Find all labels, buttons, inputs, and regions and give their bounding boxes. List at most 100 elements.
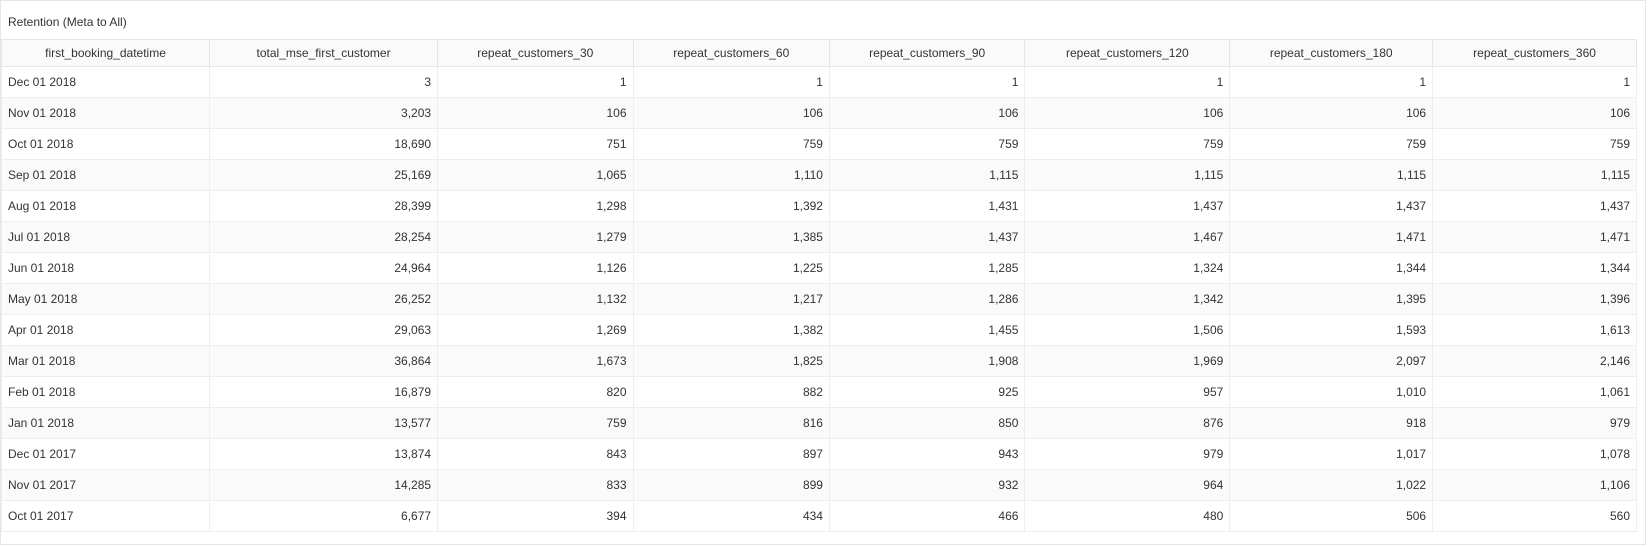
- cell-repeat-customers-30: 1,132: [437, 283, 634, 315]
- cell-first-booking-datetime: May 01 2018: [0, 283, 211, 315]
- cell-repeat-customers-120: 480: [1024, 500, 1231, 532]
- cell-total-mse-first-customer: 25,169: [209, 159, 439, 191]
- cell-first-booking-datetime: Jun 01 2018: [0, 252, 211, 284]
- table-row: Oct 01 2017 6,677 394 434 466 480 506 560: [0, 500, 1637, 532]
- column-header-repeat-customers-120[interactable]: repeat_customers_120: [1024, 39, 1231, 67]
- cell-repeat-customers-360: 1,061: [1432, 376, 1637, 408]
- retention-table-container[interactable]: first_booking_datetime total_mse_first_c…: [0, 39, 1637, 532]
- cell-repeat-customers-120: 1,467: [1024, 221, 1231, 253]
- cell-repeat-customers-90: 925: [828, 376, 1026, 408]
- cell-repeat-customers-30: 759: [437, 407, 634, 439]
- cell-repeat-customers-180: 2,097: [1229, 345, 1434, 377]
- cell-repeat-customers-60: 1,392: [632, 190, 830, 222]
- column-header-repeat-customers-90[interactable]: repeat_customers_90: [828, 39, 1026, 67]
- cell-repeat-customers-30: 1: [437, 66, 634, 98]
- cell-first-booking-datetime: Dec 01 2018: [0, 66, 211, 98]
- column-header-repeat-customers-360[interactable]: repeat_customers_360: [1432, 39, 1637, 67]
- cell-repeat-customers-360: 1,471: [1432, 221, 1637, 253]
- cell-repeat-customers-60: 1,217: [632, 283, 830, 315]
- cell-total-mse-first-customer: 6,677: [209, 500, 439, 532]
- column-header-total-mse-first-customer[interactable]: total_mse_first_customer: [209, 39, 439, 67]
- cell-repeat-customers-120: 876: [1024, 407, 1231, 439]
- cell-repeat-customers-30: 394: [437, 500, 634, 532]
- cell-repeat-customers-30: 1,279: [437, 221, 634, 253]
- cell-repeat-customers-60: 1,825: [632, 345, 830, 377]
- table-row: Aug 01 2018 28,399 1,298 1,392 1,431 1,437 1,4…: [0, 190, 1637, 222]
- cell-repeat-customers-30: 820: [437, 376, 634, 408]
- cell-repeat-customers-180: 1,593: [1229, 314, 1434, 346]
- table-row: Apr 01 2018 29,063 1,269 1,382 1,455 1,506 1,5…: [0, 314, 1637, 346]
- cell-repeat-customers-120: 957: [1024, 376, 1231, 408]
- cell-repeat-customers-360: 759: [1432, 128, 1637, 160]
- cell-total-mse-first-customer: 26,252: [209, 283, 439, 315]
- cell-total-mse-first-customer: 14,285: [209, 469, 439, 501]
- cell-first-booking-datetime: Feb 01 2018: [0, 376, 211, 408]
- cell-repeat-customers-120: 1,324: [1024, 252, 1231, 284]
- cell-repeat-customers-90: 1,115: [828, 159, 1026, 191]
- cell-repeat-customers-180: 1,344: [1229, 252, 1434, 284]
- cell-repeat-customers-60: 1,225: [632, 252, 830, 284]
- cell-repeat-customers-90: 850: [828, 407, 1026, 439]
- table-row: Jul 01 2018 28,254 1,279 1,385 1,437 1,467 1,4…: [0, 221, 1637, 253]
- cell-repeat-customers-30: 843: [437, 438, 634, 470]
- table-body: Dec 01 2018 3 1 1 1 1 1 1 Nov 01 2018 3,203 106 106…: [0, 66, 1637, 532]
- cell-repeat-customers-180: 1,017: [1229, 438, 1434, 470]
- cell-repeat-customers-120: 1: [1024, 66, 1231, 98]
- cell-repeat-customers-60: 1,385: [632, 221, 830, 253]
- cell-repeat-customers-60: 899: [632, 469, 830, 501]
- cell-repeat-customers-180: 506: [1229, 500, 1434, 532]
- cell-total-mse-first-customer: 28,254: [209, 221, 439, 253]
- cell-repeat-customers-180: 1,395: [1229, 283, 1434, 315]
- cell-repeat-customers-90: 759: [828, 128, 1026, 160]
- cell-first-booking-datetime: Apr 01 2018: [0, 314, 211, 346]
- cell-repeat-customers-30: 1,298: [437, 190, 634, 222]
- column-header-repeat-customers-180[interactable]: repeat_customers_180: [1229, 39, 1434, 67]
- cell-repeat-customers-30: 106: [437, 97, 634, 129]
- retention-table: first_booking_datetime total_mse_first_c…: [0, 39, 1637, 532]
- table-row: Jun 01 2018 24,964 1,126 1,225 1,285 1,324 1,3…: [0, 252, 1637, 284]
- panel-title: Retention (Meta to All): [8, 15, 127, 29]
- table-row: May 01 2018 26,252 1,132 1,217 1,286 1,342 1,3…: [0, 283, 1637, 315]
- cell-repeat-customers-180: 106: [1229, 97, 1434, 129]
- table-row: Sep 01 2018 25,169 1,065 1,110 1,115 1,115 1,1…: [0, 159, 1637, 191]
- table-row: Mar 01 2018 36,864 1,673 1,825 1,908 1,969 2,0…: [0, 345, 1637, 377]
- cell-repeat-customers-60: 1: [632, 66, 830, 98]
- cell-total-mse-first-customer: 13,577: [209, 407, 439, 439]
- cell-first-booking-datetime: Oct 01 2018: [0, 128, 211, 160]
- cell-repeat-customers-360: 1,106: [1432, 469, 1637, 501]
- cell-repeat-customers-180: 1,022: [1229, 469, 1434, 501]
- cell-repeat-customers-60: 816: [632, 407, 830, 439]
- cell-repeat-customers-90: 1,455: [828, 314, 1026, 346]
- cell-total-mse-first-customer: 29,063: [209, 314, 439, 346]
- cell-first-booking-datetime: Nov 01 2018: [0, 97, 211, 129]
- cell-repeat-customers-90: 1,285: [828, 252, 1026, 284]
- table-row: Oct 01 2018 18,690 751 759 759 759 759 759: [0, 128, 1637, 160]
- cell-repeat-customers-120: 1,342: [1024, 283, 1231, 315]
- cell-repeat-customers-360: 1,078: [1432, 438, 1637, 470]
- cell-repeat-customers-180: 1,437: [1229, 190, 1434, 222]
- cell-first-booking-datetime: Jul 01 2018: [0, 221, 211, 253]
- cell-total-mse-first-customer: 13,874: [209, 438, 439, 470]
- cell-first-booking-datetime: Aug 01 2018: [0, 190, 211, 222]
- cell-repeat-customers-30: 751: [437, 128, 634, 160]
- table-row: Nov 01 2017 14,285 833 899 932 964 1,022 1,106: [0, 469, 1637, 501]
- cell-repeat-customers-90: 1,286: [828, 283, 1026, 315]
- cell-repeat-customers-60: 106: [632, 97, 830, 129]
- cell-repeat-customers-180: 1,471: [1229, 221, 1434, 253]
- cell-repeat-customers-90: 106: [828, 97, 1026, 129]
- column-header-first-booking-datetime[interactable]: first_booking_datetime: [0, 39, 211, 67]
- cell-repeat-customers-90: 932: [828, 469, 1026, 501]
- cell-repeat-customers-120: 106: [1024, 97, 1231, 129]
- cell-repeat-customers-60: 897: [632, 438, 830, 470]
- cell-repeat-customers-90: 1: [828, 66, 1026, 98]
- table-header-row: first_booking_datetime total_mse_first_c…: [0, 39, 1637, 67]
- column-header-repeat-customers-30[interactable]: repeat_customers_30: [437, 39, 634, 67]
- table-row: Dec 01 2017 13,874 843 897 943 979 1,017 1,078: [0, 438, 1637, 470]
- cell-repeat-customers-120: 1,115: [1024, 159, 1231, 191]
- cell-first-booking-datetime: Jan 01 2018: [0, 407, 211, 439]
- cell-total-mse-first-customer: 3: [209, 66, 439, 98]
- table-row: Jan 01 2018 13,577 759 816 850 876 918 979: [0, 407, 1637, 439]
- column-header-repeat-customers-60[interactable]: repeat_customers_60: [632, 39, 830, 67]
- cell-repeat-customers-120: 1,506: [1024, 314, 1231, 346]
